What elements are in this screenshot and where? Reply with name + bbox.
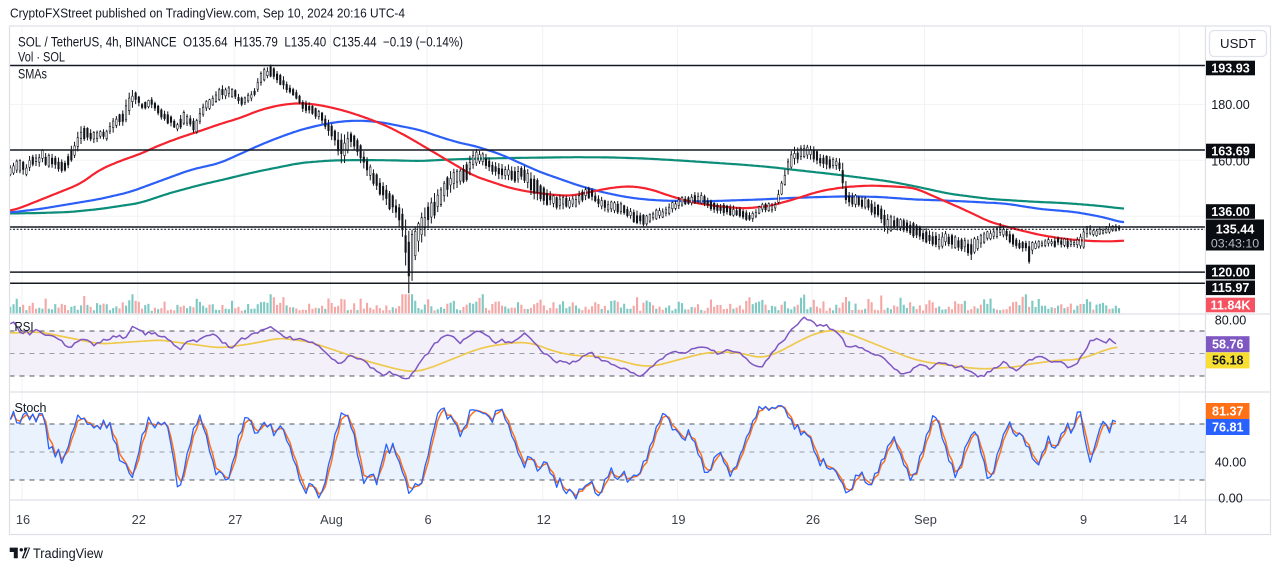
- svg-text:SOL / TetherUS, 4h, BINANCE O: SOL / TetherUS, 4h, BINANCE O135.64 H135…: [18, 35, 463, 50]
- svg-text:22: 22: [132, 512, 146, 527]
- svg-text:16: 16: [16, 512, 30, 527]
- svg-text:14: 14: [1173, 512, 1187, 527]
- svg-text:180.00: 180.00: [1211, 98, 1250, 112]
- svg-text:76.81: 76.81: [1212, 420, 1244, 434]
- svg-text:160.00: 160.00: [1211, 154, 1250, 168]
- svg-text:11.84K: 11.84K: [1211, 298, 1251, 312]
- svg-text:193.93: 193.93: [1211, 61, 1250, 75]
- svg-text:135.44: 135.44: [1216, 223, 1255, 237]
- svg-text:12: 12: [537, 512, 551, 527]
- svg-text:40.00: 40.00: [1215, 455, 1247, 469]
- svg-text:26: 26: [806, 512, 820, 527]
- svg-text:163.69: 163.69: [1211, 144, 1250, 158]
- svg-text:80.00: 80.00: [1215, 313, 1247, 327]
- svg-text:USDT: USDT: [1220, 36, 1256, 51]
- svg-text:0.00: 0.00: [1218, 491, 1243, 505]
- svg-text:CryptoFXStreet published on Tr: CryptoFXStreet published on TradingView.…: [10, 6, 405, 21]
- svg-text:Vol · SOL: Vol · SOL: [18, 50, 65, 65]
- svg-text:03:43:10: 03:43:10: [1211, 237, 1259, 251]
- svg-text:SMAs: SMAs: [18, 67, 47, 82]
- svg-text:9: 9: [1080, 512, 1087, 527]
- svg-text:6: 6: [424, 512, 431, 527]
- svg-text:Sep: Sep: [914, 512, 937, 527]
- svg-text:19: 19: [671, 512, 685, 527]
- svg-text:58.76: 58.76: [1212, 338, 1244, 352]
- svg-text:Aug: Aug: [320, 512, 343, 527]
- svg-text:TradingView: TradingView: [33, 546, 103, 561]
- svg-text:81.37: 81.37: [1212, 404, 1244, 418]
- svg-text:RSI: RSI: [15, 320, 34, 334]
- svg-text:27: 27: [228, 512, 242, 527]
- svg-text:115.97: 115.97: [1212, 281, 1250, 295]
- svg-text:136.00: 136.00: [1211, 205, 1250, 219]
- svg-text:56.18: 56.18: [1212, 354, 1244, 368]
- svg-text:Stoch: Stoch: [15, 401, 47, 415]
- svg-text:120.00: 120.00: [1211, 265, 1250, 279]
